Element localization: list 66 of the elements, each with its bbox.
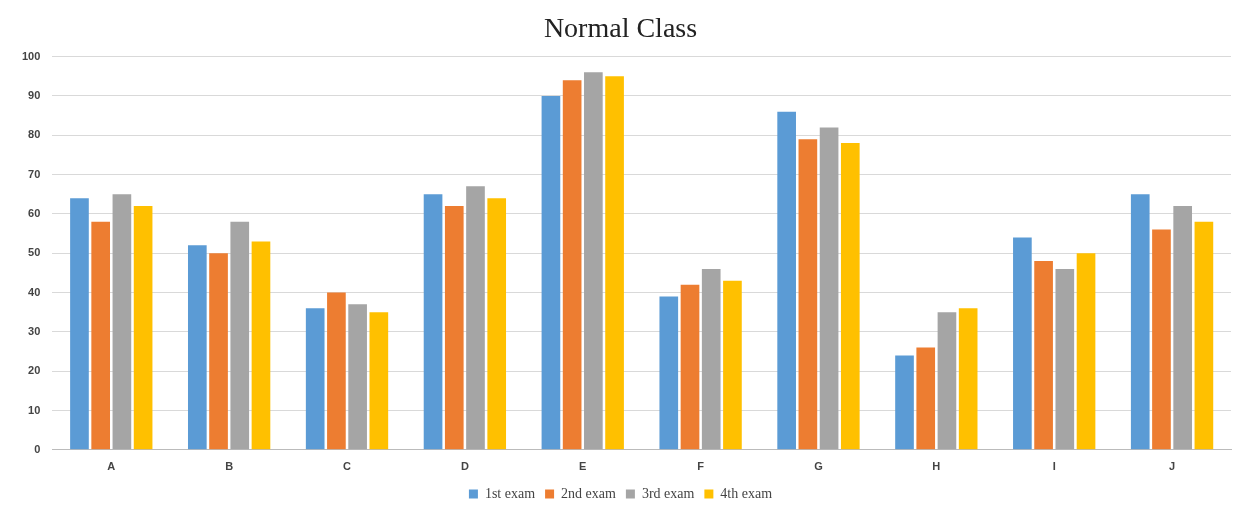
bar <box>1194 221 1214 450</box>
bar <box>605 76 624 450</box>
bar <box>444 206 464 450</box>
bar <box>1076 253 1096 450</box>
bar <box>584 72 603 450</box>
y-tick-label: 90 <box>28 88 41 101</box>
bar <box>701 268 721 450</box>
bar <box>91 221 111 450</box>
y-tick-label: 20 <box>28 364 41 377</box>
y-tick-label: 30 <box>28 324 41 337</box>
bar <box>305 308 325 450</box>
bar <box>937 312 957 450</box>
bar <box>187 245 207 450</box>
bar <box>209 253 228 450</box>
bar <box>958 308 978 450</box>
bar <box>895 355 914 450</box>
bar <box>541 95 561 450</box>
bar <box>369 312 389 450</box>
y-tick-label: 50 <box>28 246 41 259</box>
y-tick-label: 0 <box>34 442 41 455</box>
x-tick-label: C <box>343 460 352 473</box>
bar <box>70 198 89 450</box>
y-tick-label: 40 <box>28 285 41 298</box>
x-tick-label: G <box>814 460 823 473</box>
y-tick-label: 10 <box>28 403 41 416</box>
bar <box>1013 237 1032 450</box>
bar <box>230 221 250 450</box>
bar <box>133 206 153 450</box>
x-tick-label: F <box>697 460 705 473</box>
bar <box>251 241 271 450</box>
y-tick-label: 70 <box>28 167 41 180</box>
y-tick-label: 60 <box>28 206 41 219</box>
bar <box>680 284 700 450</box>
bar <box>1130 194 1150 450</box>
y-tick-label: 80 <box>28 128 41 141</box>
chart-title: Normal Class <box>543 12 698 44</box>
legend-label: 3rd exam <box>641 485 695 501</box>
bar <box>562 80 582 450</box>
legend-label: 2nd exam <box>561 485 616 501</box>
x-tick-label: B <box>225 460 234 473</box>
bar <box>1173 206 1193 450</box>
bar <box>659 296 679 450</box>
legend-label: 4th exam <box>720 485 773 501</box>
bar <box>112 194 132 450</box>
x-tick-label: A <box>107 460 116 473</box>
y-tick-label: 100 <box>21 49 41 62</box>
bar <box>777 111 796 450</box>
legend-label: 1st exam <box>484 485 536 501</box>
bar <box>423 194 443 450</box>
bar <box>916 347 936 450</box>
x-tick-label: I <box>1052 460 1056 473</box>
x-tick-label: J <box>1169 460 1176 473</box>
bar <box>840 143 860 450</box>
bar <box>819 127 839 450</box>
bar <box>1034 261 1053 450</box>
bar <box>1152 229 1171 450</box>
x-tick-label: E <box>579 460 587 473</box>
x-tick-label: D <box>460 460 469 473</box>
bar <box>798 139 818 450</box>
bar <box>466 186 485 450</box>
bar <box>348 304 367 450</box>
bar <box>487 198 507 450</box>
x-tick-label: H <box>932 460 941 473</box>
bar <box>723 280 742 450</box>
bar <box>1055 268 1075 450</box>
bar <box>327 292 346 450</box>
